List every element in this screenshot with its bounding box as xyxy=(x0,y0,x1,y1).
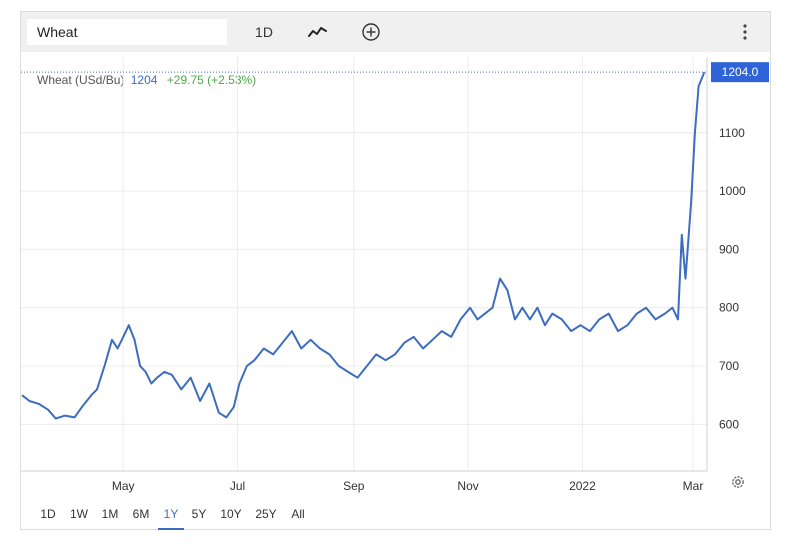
chart-legend: Wheat (USd/Bu) 1204 +29.75 (+2.53%) xyxy=(37,73,256,87)
settings-gear-icon[interactable] xyxy=(730,474,746,490)
range-6m-button[interactable]: 6M xyxy=(132,507,150,521)
range-25y-button[interactable]: 25Y xyxy=(255,507,277,521)
y-tick-label: 700 xyxy=(719,359,739,373)
y-tick-label: 1000 xyxy=(719,184,746,198)
chart-toolbar: Wheat 1D xyxy=(21,12,770,52)
range-1w-button[interactable]: 1W xyxy=(70,507,88,521)
last-price-tag-label: 1204.0 xyxy=(722,65,759,79)
symbol-input[interactable]: Wheat xyxy=(27,19,227,45)
range-1d-button[interactable]: 1D xyxy=(40,507,56,521)
more-vertical-icon[interactable] xyxy=(733,20,757,44)
x-tick-label: Nov xyxy=(457,479,478,493)
range-1y-button[interactable]: 1Y xyxy=(158,500,184,530)
range-all-button[interactable]: All xyxy=(291,507,305,521)
chart-widget: Wheat 1D Wheat (USd/Bu) 1204 +29.75 (+2.… xyxy=(20,11,771,530)
last-price-marker: 1204.0 xyxy=(21,62,769,83)
legend-price: 1204 xyxy=(130,73,158,87)
last-price-tag xyxy=(711,62,769,83)
range-5y-button[interactable]: 5Y xyxy=(191,507,207,521)
line-chart-style-icon[interactable] xyxy=(306,20,330,44)
series xyxy=(21,71,706,420)
axes: 600 700 800 900 1000 1100 May Jul Sep Nov 2022 Mar xyxy=(21,57,746,493)
y-tick-label: 600 xyxy=(719,417,739,431)
x-tick-label: Mar xyxy=(683,479,704,493)
legend-change: +29.75 (+2.53%) xyxy=(166,73,257,87)
x-tick-label: Jul xyxy=(230,479,245,493)
gridlines xyxy=(21,57,707,471)
interval-selector[interactable]: 1D xyxy=(255,24,273,40)
y-tick-label: 900 xyxy=(719,242,739,256)
x-tick-label: Sep xyxy=(343,479,365,493)
wheat-price-line xyxy=(21,71,706,420)
y-tick-label: 1100 xyxy=(719,126,745,140)
legend-name: Wheat (USd/Bu) xyxy=(37,73,125,87)
range-10y-button[interactable]: 10Y xyxy=(220,507,242,521)
x-tick-label: 2022 xyxy=(569,479,596,493)
range-selector: 1D 1W 1M 6M 1Y 5Y 10Y 25Y All xyxy=(21,500,770,530)
y-tick-label: 800 xyxy=(719,301,739,315)
range-1m-button[interactable]: 1M xyxy=(101,507,119,521)
x-tick-label: May xyxy=(112,479,135,493)
add-compare-icon[interactable] xyxy=(359,20,383,44)
